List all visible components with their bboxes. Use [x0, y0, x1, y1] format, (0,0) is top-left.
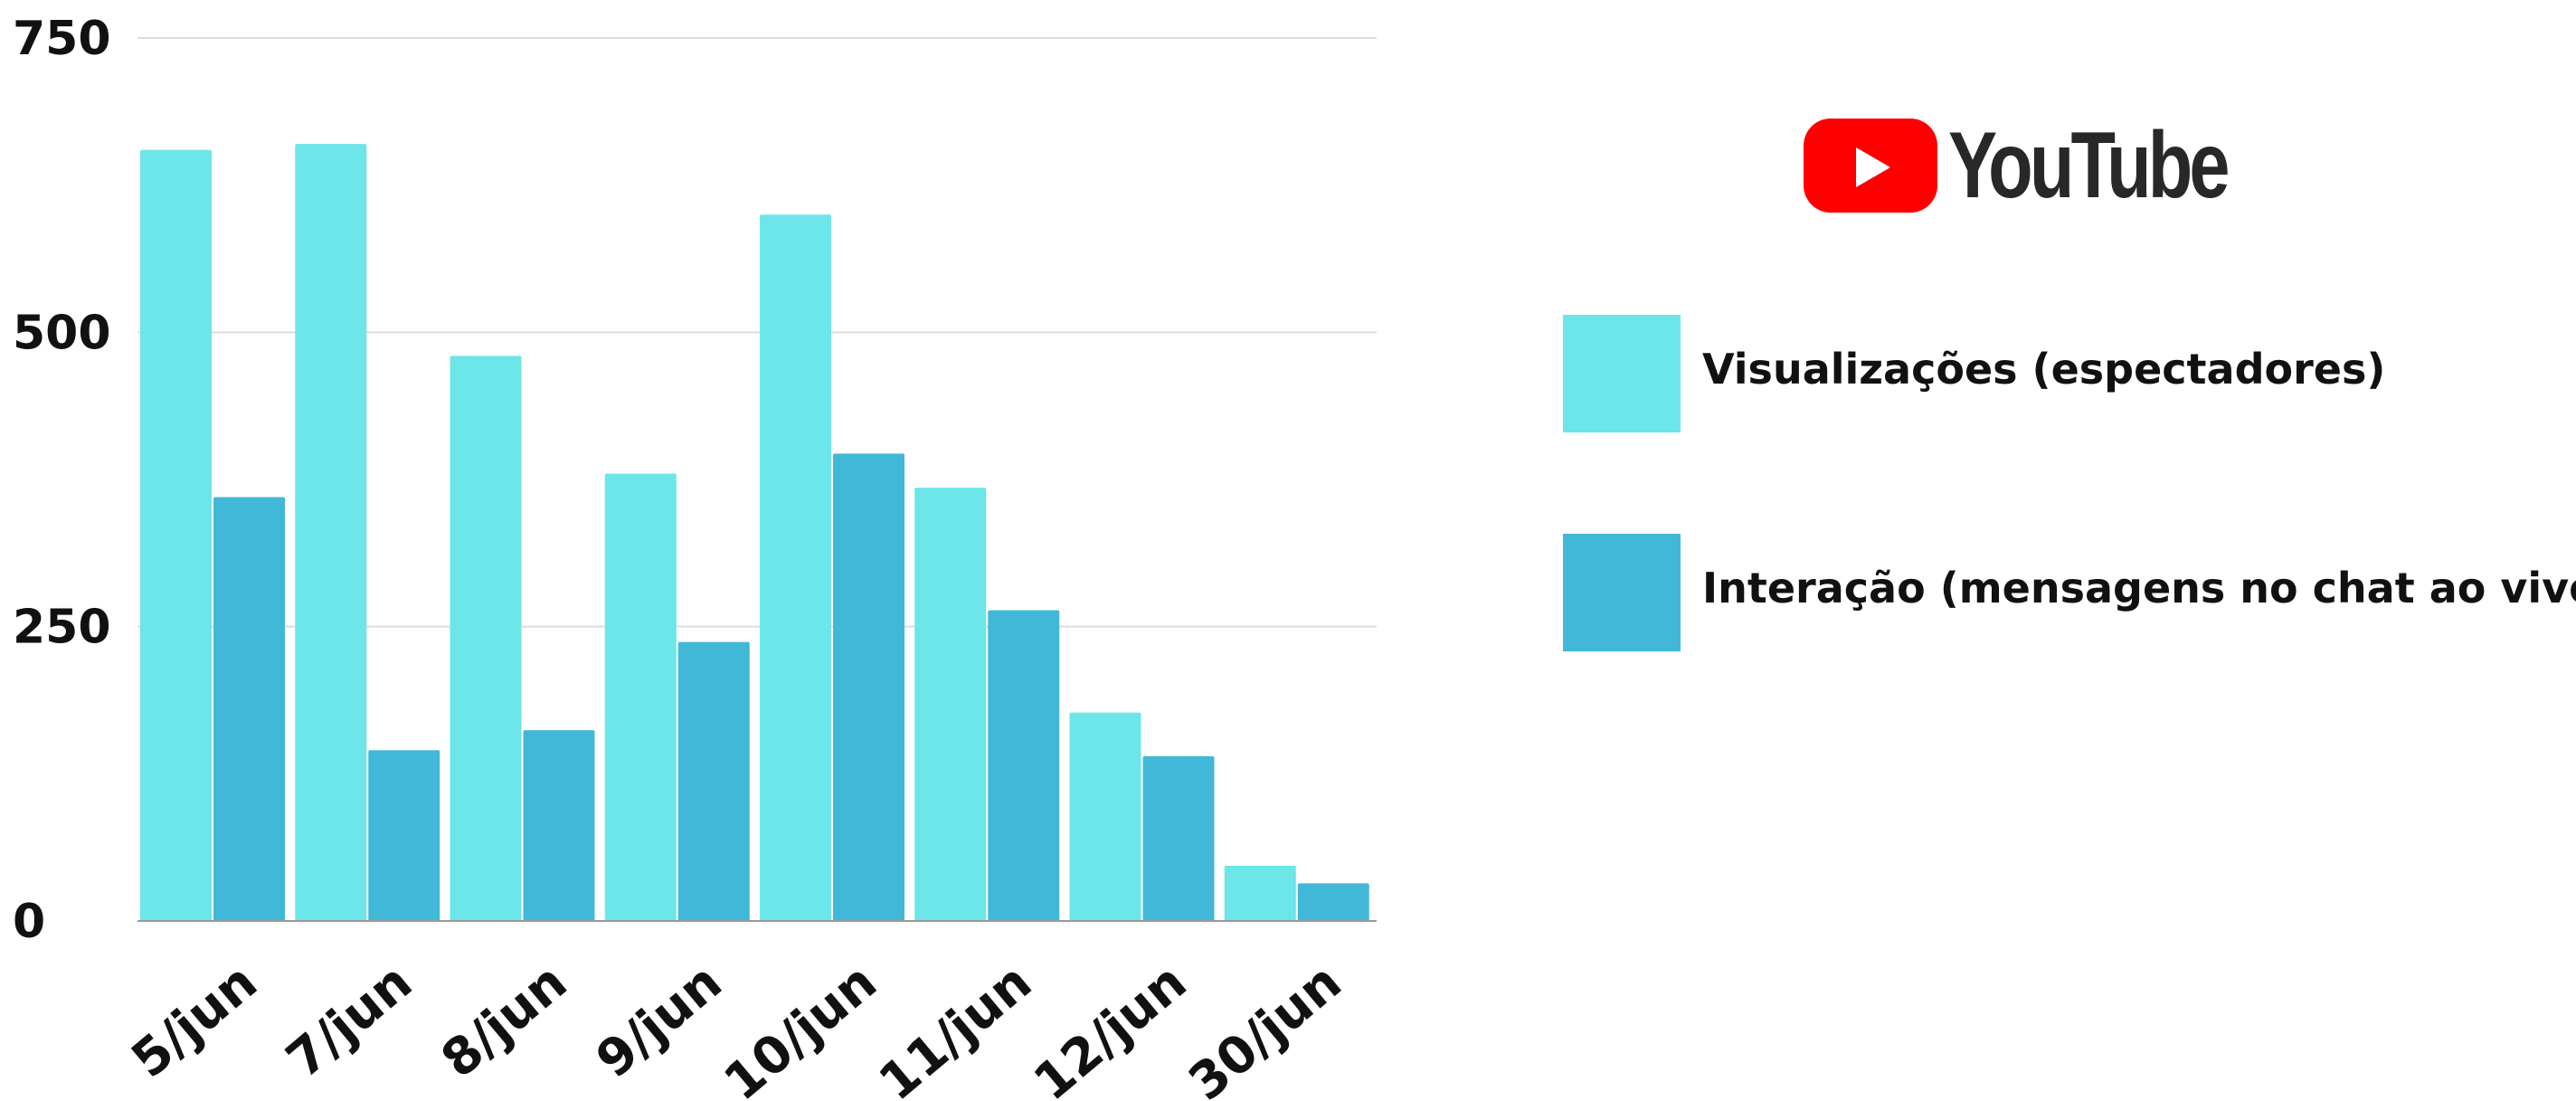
- play-triangle-icon: [1856, 147, 1890, 187]
- y-tick-label: 0: [13, 895, 45, 949]
- bar-interactions: [1297, 883, 1369, 921]
- bar-interactions: [833, 453, 904, 921]
- bar-views: [914, 488, 987, 921]
- y-tick-label: 750: [13, 12, 111, 66]
- bar-interactions: [677, 641, 750, 921]
- bar-interactions: [988, 610, 1060, 921]
- legend-label-interactions: Interação (mensagens no chat ao vivo): [1702, 564, 2576, 612]
- bar-views: [604, 473, 677, 921]
- bar-views: [1224, 865, 1296, 921]
- x-tick-label: 11/jun: [868, 953, 1043, 1101]
- bar-interactions: [1142, 755, 1215, 921]
- legend-item-interactions: Interação (mensagens no chat ao vivo): [1563, 534, 2576, 653]
- legend-swatch-interactions: [1563, 534, 1681, 651]
- y-tick-label: 250: [13, 601, 111, 655]
- x-tick-label: 7/jun: [276, 953, 423, 1090]
- bar-views: [140, 149, 212, 922]
- bars: [140, 144, 1369, 922]
- legend-item-views: Visualizações (espectadores): [1563, 315, 2567, 434]
- youtube-wordmark: YouTube: [1948, 113, 2230, 218]
- x-tick-label: 5/jun: [121, 953, 269, 1090]
- x-tick-labels: 5/jun 7/jun 8/jun 9/jun10/jun11/jun12/jun30…: [121, 953, 1353, 1101]
- bar-views: [1069, 712, 1141, 921]
- bar-interactions: [368, 750, 440, 921]
- y-tick-label: 500: [13, 306, 111, 360]
- bar-chart: 0 250 500 750 5/jun 7/jun 8/jun 9/jun10/jun11/…: [13, 12, 1377, 1101]
- bar-views: [760, 214, 831, 921]
- x-tick-label: 9/jun: [585, 953, 733, 1090]
- x-tick-label: 10/jun: [714, 953, 888, 1101]
- legend-swatch-views: [1563, 315, 1681, 432]
- x-tick-label: 30/jun: [1178, 953, 1352, 1101]
- bar-interactions: [523, 730, 595, 921]
- bar-views: [450, 356, 522, 921]
- x-tick-label: 12/jun: [1023, 953, 1198, 1101]
- youtube-logo: YouTube: [1804, 113, 2230, 218]
- x-tick-label: 8/jun: [431, 953, 578, 1090]
- legend-label-views: Visualizações (espectadores): [1702, 345, 2386, 394]
- bar-interactions: [213, 497, 285, 921]
- youtube-play-icon: [1804, 119, 1937, 213]
- y-tick-labels: 0 250 500 750: [13, 12, 111, 949]
- bar-views: [295, 144, 367, 921]
